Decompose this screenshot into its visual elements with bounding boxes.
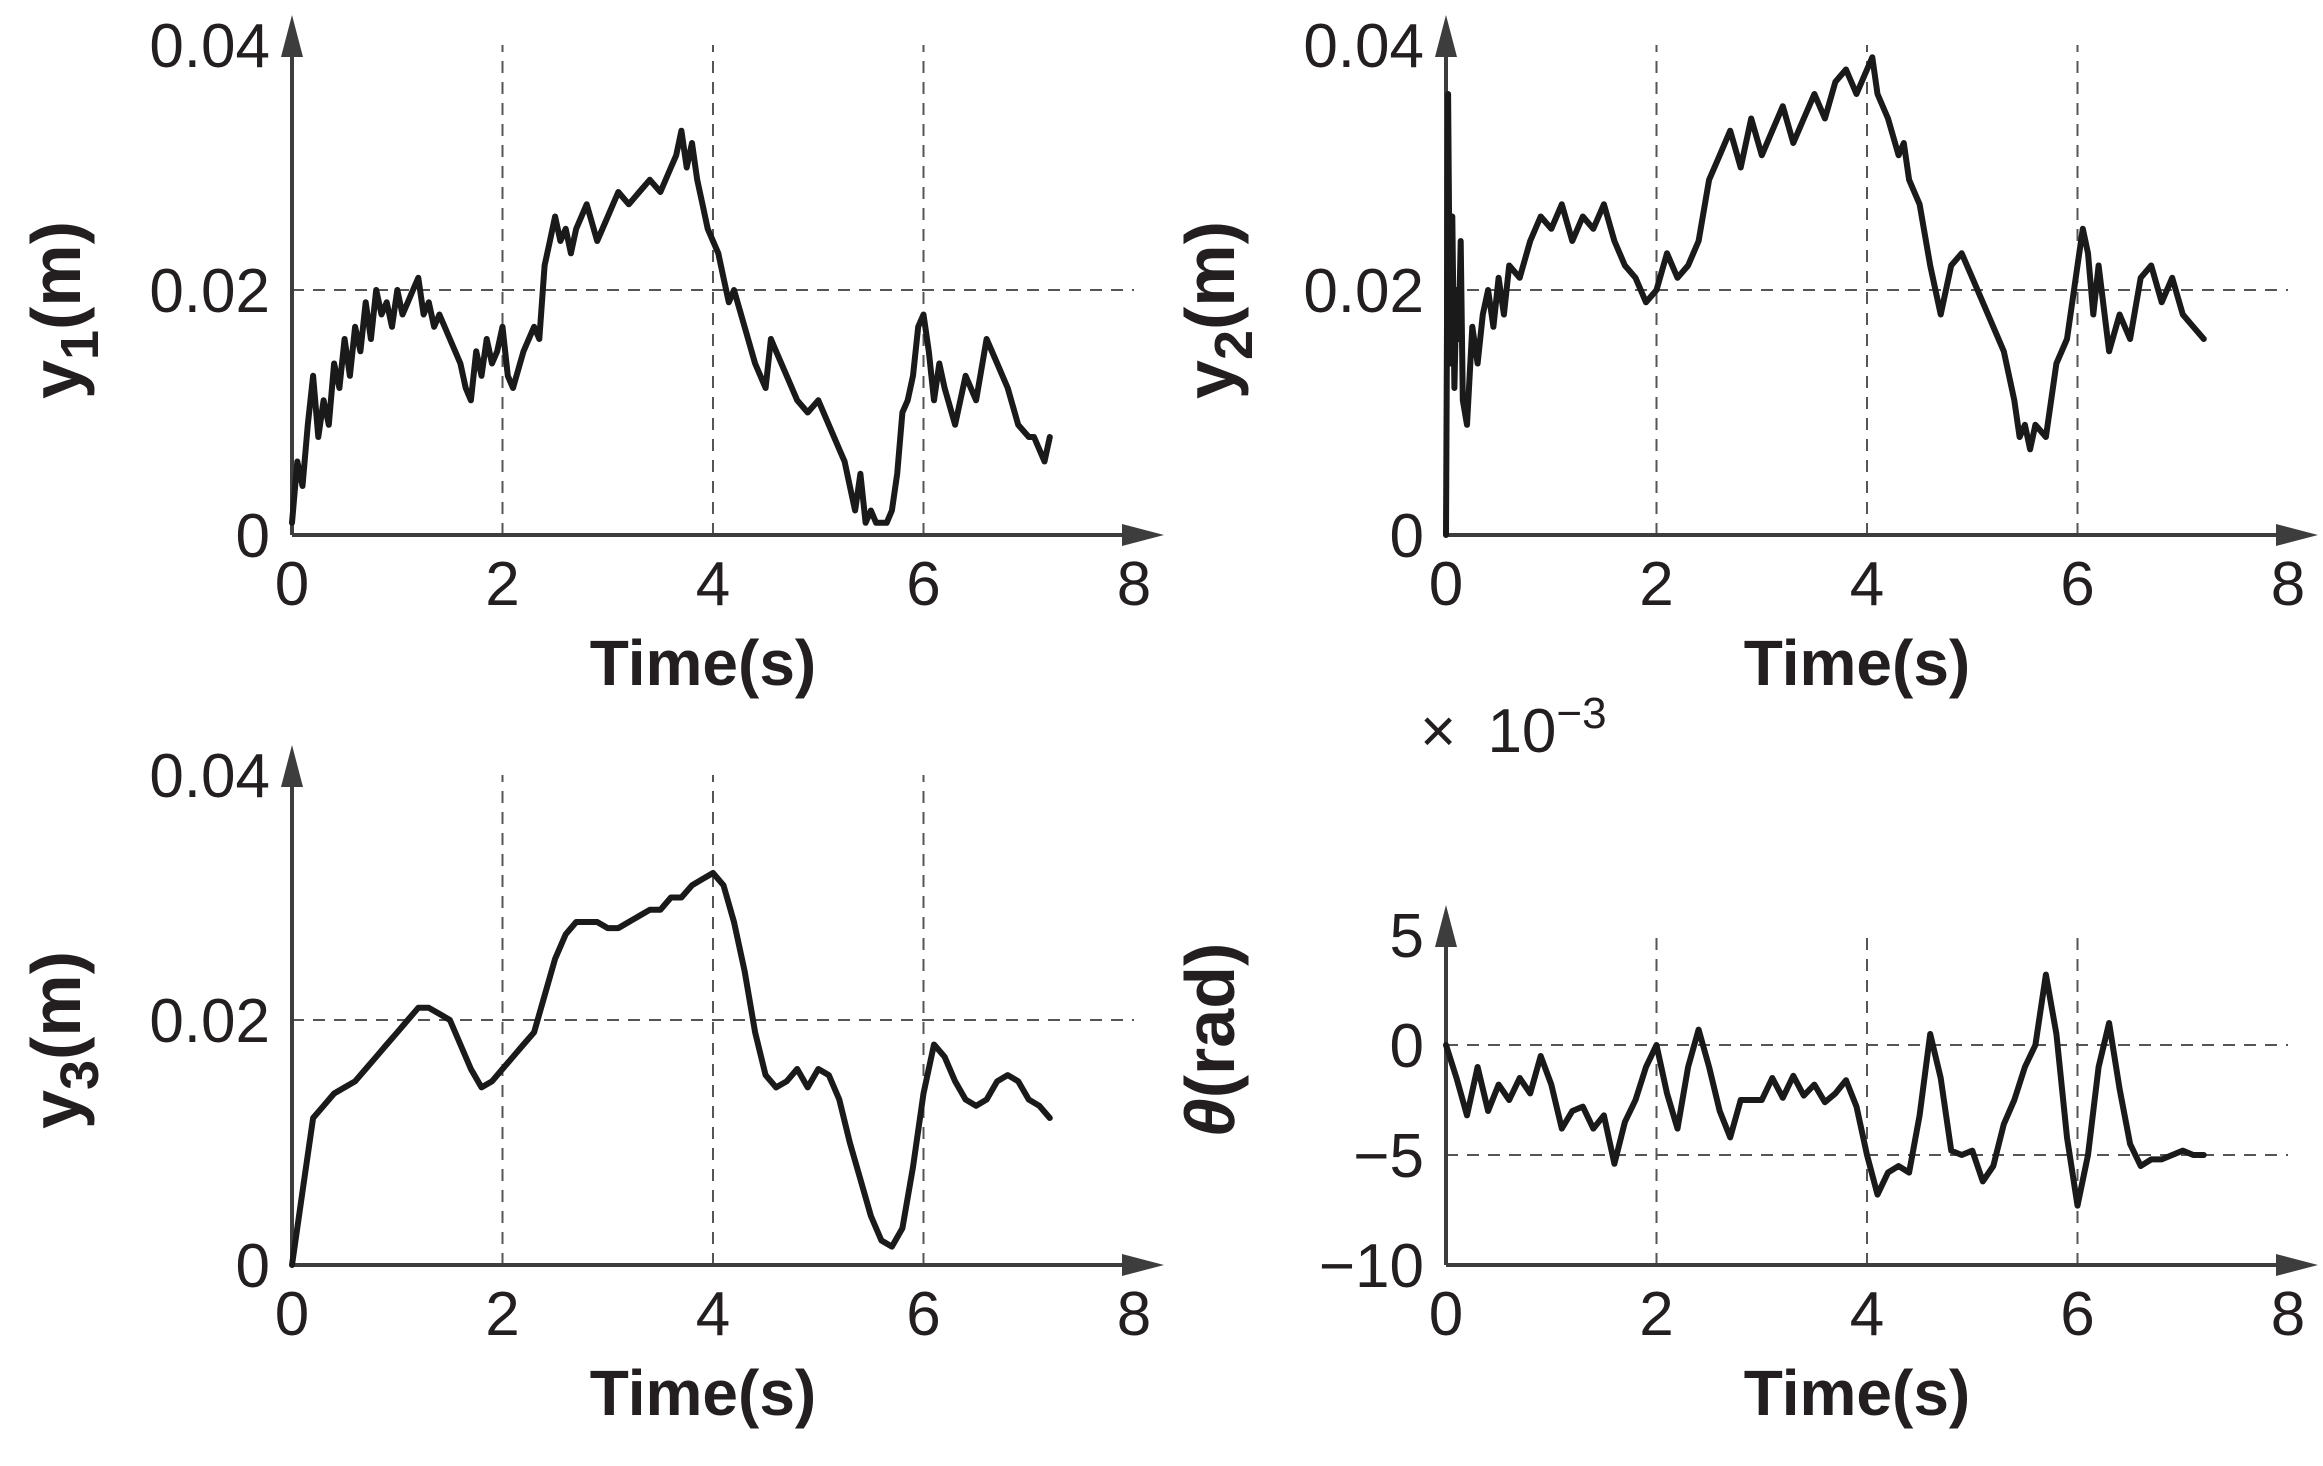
x-tick-label: 0 — [1429, 1280, 1463, 1349]
x-axis-arrow — [1122, 1254, 1164, 1276]
panel-4: 0 2 4 6 8 −10 −5 0 5 Time(s) θ(rad) × 10−3 — [1171, 689, 2318, 1429]
x-tick-label: 6 — [2060, 550, 2094, 619]
x-tick-label: 2 — [1639, 1280, 1673, 1349]
x-tick-label: 2 — [485, 1280, 519, 1349]
y-tick-label: 0.04 — [1303, 12, 1424, 81]
y-tick-label: 0.02 — [149, 987, 270, 1056]
x-tick-label: 0 — [275, 1280, 309, 1349]
y-tick-label: −5 — [1353, 1122, 1424, 1191]
x-tick-label: 0 — [275, 550, 309, 619]
x-tick-label: 2 — [1639, 550, 1673, 619]
series-line-1 — [1443, 971, 2207, 1209]
x-axis-arrow — [2276, 1254, 2318, 1276]
x-axis-label: Time(s) — [590, 1357, 816, 1429]
scale-factor-label: × 10−3 — [1420, 689, 1607, 766]
panel-1: 0 2 4 6 8 0 0.02 0.04 Time(s) y1(m) — [17, 12, 1164, 699]
x-tick-label: 0 — [1429, 550, 1463, 619]
x-tick-label: 8 — [2271, 550, 2305, 619]
x-tick-label: 8 — [2271, 1280, 2305, 1349]
y-axis-label: y2(m) — [1171, 221, 1264, 399]
y-axis-arrow — [1435, 905, 1457, 947]
series-line-1 — [289, 870, 1053, 1268]
x-tick-label: 4 — [696, 550, 730, 619]
x-axis-arrow — [1122, 524, 1164, 546]
y-tick-label: 0 — [236, 1232, 270, 1301]
y-tick-label: 0.02 — [149, 257, 270, 326]
y-axis-arrow — [281, 745, 303, 787]
x-tick-label: 4 — [1850, 1280, 1884, 1349]
y-tick-label: 0 — [1390, 502, 1424, 571]
x-tick-label: 6 — [2060, 1280, 2094, 1349]
x-tick-label: 8 — [1117, 1280, 1151, 1349]
x-axis-label: Time(s) — [1744, 627, 1970, 699]
series-line-1 — [1443, 54, 2207, 538]
y-axis-label: y3(m) — [17, 951, 110, 1129]
y-tick-label: 0.04 — [149, 12, 270, 81]
series-line-1 — [289, 127, 1053, 526]
x-tick-label: 6 — [906, 550, 940, 619]
y-tick-label: −10 — [1319, 1232, 1424, 1301]
y-axis-label: θ(rad) — [1171, 943, 1249, 1138]
y-tick-label: 5 — [1390, 902, 1424, 971]
panel-2: 0 2 4 6 8 0 0.02 0.04 Time(s) y2(m) — [1171, 12, 2318, 699]
y-tick-label: 0 — [236, 502, 270, 571]
x-tick-label: 2 — [485, 550, 519, 619]
x-axis-label: Time(s) — [1744, 1357, 1970, 1429]
x-tick-label: 8 — [1117, 550, 1151, 619]
panel-3: 0 2 4 6 8 0 0.02 0.04 Time(s) y3(m) — [17, 742, 1164, 1429]
y-tick-label: 0.04 — [149, 742, 270, 811]
x-tick-label: 6 — [906, 1280, 940, 1349]
y-axis-label: y1(m) — [17, 221, 110, 399]
y-tick-label: 0 — [1390, 1012, 1424, 1081]
x-axis-arrow — [2276, 524, 2318, 546]
y-axis-arrow — [281, 15, 303, 57]
y-tick-label: 0.02 — [1303, 257, 1424, 326]
x-axis-label: Time(s) — [590, 627, 816, 699]
y-axis-arrow — [1435, 15, 1457, 57]
x-tick-label: 4 — [1850, 550, 1884, 619]
x-tick-label: 4 — [696, 1280, 730, 1349]
